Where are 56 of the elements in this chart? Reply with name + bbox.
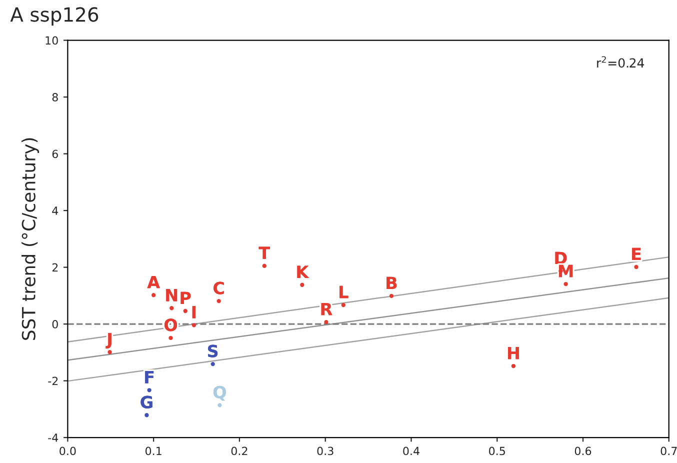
x-tick-label: 0.1 [145, 446, 162, 456]
data-label: T [258, 246, 270, 259]
point [108, 350, 112, 354]
x-tick-label: 0.7 [660, 446, 677, 456]
y-tick-label: 4 [52, 206, 58, 215]
data-label: K [297, 266, 310, 278]
y-tick-label: 0 [52, 320, 58, 328]
point [216, 298, 221, 304]
data-label: S [208, 344, 218, 358]
data-label: J [106, 333, 112, 349]
point [389, 294, 394, 298]
data-label: I [192, 306, 196, 318]
point [262, 264, 266, 268]
x-tick-label: 0.5 [489, 446, 505, 456]
point [564, 282, 568, 286]
point [183, 308, 188, 314]
point [634, 264, 638, 270]
point [152, 293, 156, 298]
data-label: E [632, 248, 641, 260]
y-tick-label: -2 [48, 376, 58, 386]
x-tick-label: 0.0 [60, 446, 76, 456]
point [300, 282, 304, 287]
data-label: C [214, 282, 224, 294]
y-axis-title: SST trend (°C/century) [22, 138, 39, 340]
data-label: N [166, 289, 178, 302]
point [168, 336, 173, 340]
data-label: A [147, 276, 160, 288]
data-label: B [386, 276, 397, 290]
point [218, 403, 222, 408]
annotation: r$^{2}$=0.24 [597, 56, 644, 68]
y-tick-label: 8 [52, 93, 58, 102]
data-label: P [180, 292, 191, 304]
point [192, 323, 196, 328]
data-label: L [340, 286, 348, 298]
y-tick-label: -4 [48, 434, 58, 442]
chart-title: A ssp126 [10, 7, 98, 26]
y-tick-label: 6 [52, 150, 58, 158]
data-label: F [145, 371, 154, 384]
y-tick-label: 2 [52, 263, 58, 272]
data-label: H [508, 346, 519, 360]
y-tick-label: 10 [46, 36, 58, 45]
data-label: R [321, 302, 332, 316]
x-tick-label: 0.2 [231, 446, 248, 456]
data-label: D [555, 252, 567, 264]
point [147, 388, 152, 392]
point [144, 413, 149, 418]
data-label: Q [213, 386, 226, 401]
x-tick-label: 0.3 [317, 446, 334, 456]
point [511, 364, 516, 368]
point [210, 362, 215, 366]
point [341, 302, 346, 308]
x-tick-label: 0.6 [574, 446, 592, 456]
point [170, 306, 174, 310]
point [324, 320, 328, 324]
data-label: G [140, 396, 152, 408]
x-tick-label: 0.4 [403, 446, 420, 456]
